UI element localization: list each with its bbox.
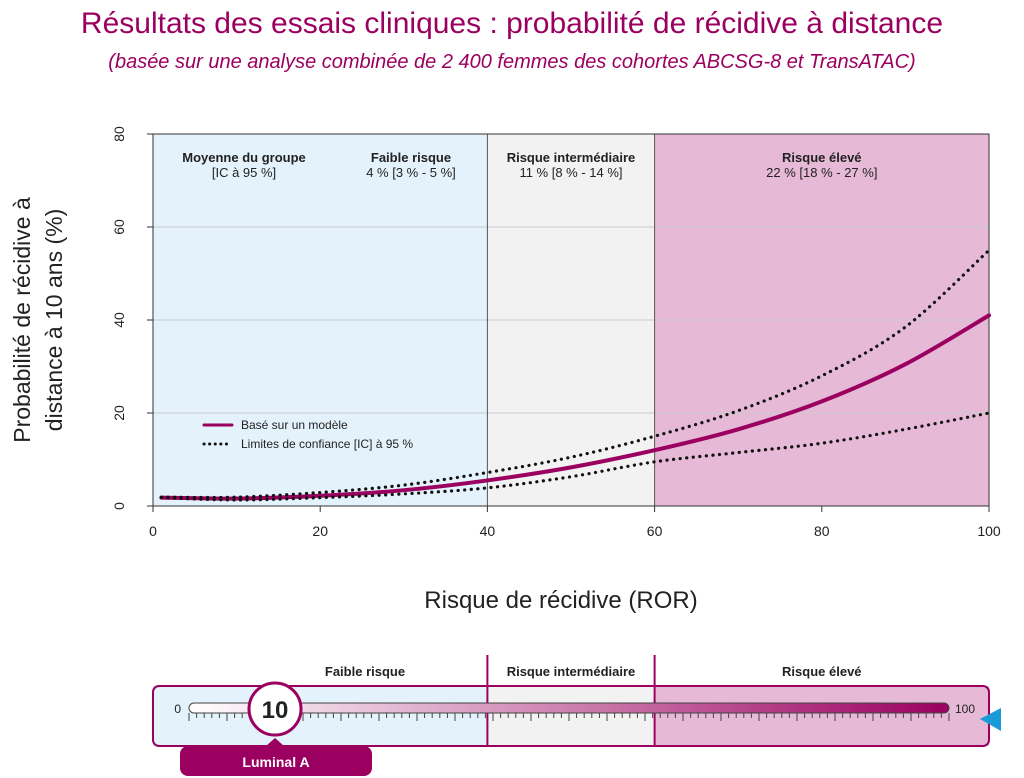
chart-subtitle: (basée sur une analyse combinée de 2 400… [108,51,916,73]
scale-region-label: Faible risque [325,664,405,679]
scale-region-bg [487,686,655,746]
scale-track [188,702,950,714]
legend-label: Basé sur un modèle [241,418,348,432]
region-header-value: 4 % [3 % - 5 %] [366,165,456,180]
y-tick-label: 40 [111,312,127,328]
scale-region-label: Risque intermédiaire [507,664,636,679]
legend-label: Limites de confiance [IC] à 95 % [241,437,413,451]
region-header-value: 11 % [8 % - 14 %] [519,165,622,180]
x-tick-label: 0 [149,523,157,539]
scale-min-label: 0 [174,702,181,716]
x-tick-label: 40 [480,523,496,539]
series-line-ci [159,411,991,502]
subtype-badge [180,746,372,776]
y-axis-label: distance à 10 ans (%) [41,209,67,431]
group-header-label: Moyenne du groupe [182,150,306,165]
chart-title: Résultats des essais cliniques : probabi… [80,7,944,40]
region-header-value: 22 % [18 % - 27 %] [766,165,877,180]
x-tick-label: 60 [647,523,663,539]
subtype-badge-pointer [266,738,284,746]
scale-region-label: Risque élevé [782,664,862,679]
region-header-label: Faible risque [371,150,451,165]
x-tick-label: 100 [977,523,1001,539]
x-tick-label: 80 [814,523,830,539]
y-tick-label: 0 [111,502,127,510]
y-tick-label: 80 [111,126,127,142]
subtype-badge-label: Luminal A [242,754,309,770]
region-header-label: Risque intermédiaire [507,150,636,165]
score-marker-value: 10 [262,697,289,724]
score-marker [247,681,303,737]
x-axis-label: Risque de récidive (ROR) [424,587,697,614]
y-axis-label: Probabilité de récidive à [9,197,35,443]
region-header-label: Risque élevé [782,150,862,165]
y-tick-label: 20 [111,405,127,421]
series-line-ci [159,248,991,500]
x-tick-label: 20 [312,523,328,539]
scale-pointer-icon [980,708,1001,731]
scale-region-bg [153,686,488,746]
scale-max-label: 100 [955,702,975,716]
series-line-model [159,313,991,501]
group-header-ci: [IC à 95 %] [212,165,276,180]
scale-region-bg [654,686,989,746]
y-tick-label: 60 [111,219,127,235]
